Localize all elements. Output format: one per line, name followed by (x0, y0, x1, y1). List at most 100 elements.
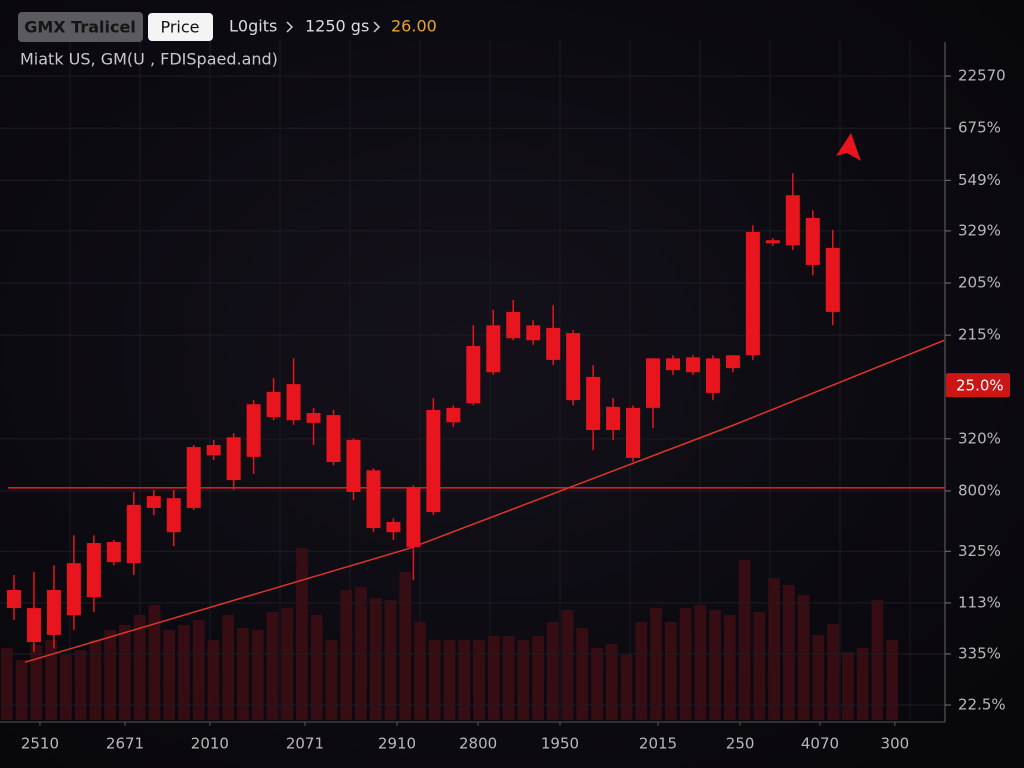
y-tick-label: 215% (958, 326, 1001, 344)
volume-bar (841, 652, 854, 720)
volume-bar (222, 615, 235, 720)
chevron (373, 21, 381, 33)
volume-bar (458, 640, 471, 720)
y-tick-label: 335% (958, 644, 1001, 662)
x-tick-label: 2910 (378, 735, 416, 753)
candle-body (426, 409, 441, 513)
y-tick-label: 113% (958, 593, 1001, 611)
toolbar-item[interactable]: 26.00 (391, 17, 437, 36)
volume-bar (797, 595, 810, 720)
candle-body (386, 521, 401, 533)
y-tick-label: 549% (958, 171, 1001, 189)
volume-bar (296, 548, 308, 720)
volume-bar (591, 648, 603, 720)
y-tick-label: 675% (958, 119, 1001, 137)
toolbar-pill[interactable] (148, 13, 213, 41)
toolbar-item[interactable]: 1250 gs (305, 17, 369, 36)
y-tick-label: 329% (958, 221, 1001, 239)
volume-bar (812, 635, 825, 720)
candle-body (286, 384, 301, 421)
candle-body (366, 470, 381, 529)
volume-bar (517, 640, 530, 720)
candle-body (566, 333, 581, 401)
x-tick-label: 2671 (106, 735, 144, 753)
candle-body (406, 487, 421, 548)
arrow-icon (836, 133, 861, 161)
candle-body (705, 358, 720, 393)
volume-bar (635, 622, 648, 720)
volume-bar (856, 648, 869, 720)
volume-bar (576, 628, 589, 720)
candle-body (626, 407, 641, 458)
volume-bar (605, 644, 618, 720)
candle-body (546, 327, 561, 360)
candle-body (66, 563, 81, 616)
candle-body (246, 404, 261, 457)
volume-bar (45, 640, 58, 720)
candle-body (765, 240, 780, 244)
candle-body (26, 608, 41, 643)
candle-body (106, 542, 121, 563)
volume-bar (428, 640, 441, 720)
chevron (286, 21, 294, 33)
volume-bar (532, 636, 544, 720)
candle-body (466, 345, 481, 404)
candle-body (346, 439, 361, 492)
candle-body (446, 407, 461, 423)
volume-bar (399, 572, 412, 720)
candle-body (166, 498, 181, 533)
volume-bar (163, 630, 176, 720)
candle-body (606, 406, 621, 431)
volume-bar (768, 578, 780, 720)
candle-body (506, 311, 521, 339)
volume-bar (709, 610, 721, 720)
volume-bar (827, 624, 839, 720)
candle-body (226, 437, 241, 481)
volume-bar (502, 636, 515, 720)
volume-bar (325, 640, 338, 720)
volume-bar (178, 625, 190, 720)
toolbar-pill[interactable] (18, 12, 143, 42)
x-tick-label: 4070 (801, 735, 839, 753)
x-tick-label: 2010 (191, 735, 229, 753)
toolbar-item[interactable]: Price (160, 18, 199, 37)
volume-bar (281, 608, 294, 720)
volume-bar (886, 640, 898, 720)
volume-bar (148, 605, 161, 720)
candle-body (86, 543, 101, 598)
price-badge-label: 25.0% (956, 377, 1004, 395)
volume-bar (561, 610, 574, 720)
candle-body (725, 355, 740, 369)
volume-bar (723, 615, 736, 720)
volume-bar (1, 648, 13, 720)
toolbar-item[interactable]: L0gits (229, 17, 277, 36)
candle-body (186, 447, 201, 508)
y-tick-label: 320% (958, 429, 1001, 447)
candle-body (46, 589, 61, 635)
y-tick-label: 800% (958, 481, 1001, 499)
x-tick-label: 250 (726, 735, 755, 753)
candle-body (586, 376, 601, 431)
candle-body (685, 357, 700, 373)
price-badge (946, 373, 1010, 398)
volume-bar (650, 608, 662, 720)
volume-bar (546, 622, 559, 720)
candle-body (745, 231, 760, 356)
candle-body (146, 496, 161, 508)
candle-body (785, 195, 800, 246)
candle-body (326, 415, 341, 463)
volume-bar (679, 608, 692, 720)
y-tick-label: 205% (958, 274, 1001, 292)
volume-bar (782, 585, 795, 720)
candle-body (206, 445, 221, 456)
volume-bar (473, 640, 485, 720)
volume-bar (753, 612, 766, 720)
volume-bar (664, 622, 677, 720)
volume-bar (15, 660, 28, 720)
volume-bar (89, 640, 102, 720)
x-tick-label: 2015 (639, 735, 677, 753)
volume-bar (133, 615, 146, 720)
toolbar-item[interactable]: GMX Tralicel (24, 18, 136, 37)
candle-body (266, 391, 281, 418)
